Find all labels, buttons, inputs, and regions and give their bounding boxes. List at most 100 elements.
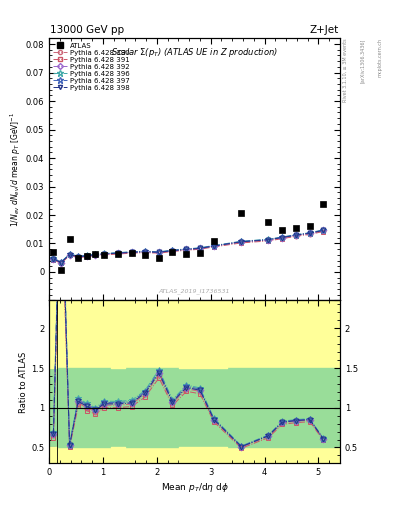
Pythia 6.428 397 bbox=[307, 230, 312, 236]
Pythia 6.428 398 bbox=[129, 249, 134, 255]
Pythia 6.428 392 bbox=[102, 251, 107, 257]
Text: Z+Jet: Z+Jet bbox=[310, 25, 339, 35]
ATLAS bbox=[115, 251, 120, 257]
ATLAS bbox=[198, 249, 202, 255]
ATLAS bbox=[294, 225, 298, 231]
Pythia 6.428 398 bbox=[294, 232, 298, 238]
Pythia 6.428 390 bbox=[170, 248, 175, 254]
Pythia 6.428 390 bbox=[157, 249, 162, 255]
Bar bbox=[49, 368, 340, 447]
X-axis label: Mean $p_T$/d$\eta$ d$\phi$: Mean $p_T$/d$\eta$ d$\phi$ bbox=[161, 481, 228, 495]
Pythia 6.428 398 bbox=[84, 253, 89, 259]
Pythia 6.428 396 bbox=[321, 227, 326, 233]
Pythia 6.428 392 bbox=[76, 253, 81, 260]
Pythia 6.428 391 bbox=[307, 231, 312, 238]
Pythia 6.428 397 bbox=[51, 255, 56, 262]
Pythia 6.428 390 bbox=[307, 230, 312, 237]
Pythia 6.428 398 bbox=[239, 239, 244, 245]
Pythia 6.428 396 bbox=[93, 251, 98, 257]
ATLAS bbox=[67, 236, 72, 242]
Pythia 6.428 397 bbox=[157, 249, 162, 255]
Pythia 6.428 392 bbox=[170, 247, 175, 253]
Pythia 6.428 396 bbox=[211, 242, 216, 248]
Pythia 6.428 391 bbox=[198, 246, 202, 252]
Pythia 6.428 390 bbox=[51, 256, 56, 262]
Pythia 6.428 397 bbox=[59, 259, 63, 265]
Pythia 6.428 397 bbox=[198, 245, 202, 251]
Pythia 6.428 390 bbox=[59, 260, 63, 266]
Pythia 6.428 390 bbox=[143, 249, 147, 255]
Pythia 6.428 390 bbox=[211, 243, 216, 249]
Pythia 6.428 391 bbox=[51, 257, 56, 263]
ATLAS bbox=[157, 255, 162, 261]
Pythia 6.428 396 bbox=[266, 236, 271, 242]
Pythia 6.428 391 bbox=[157, 250, 162, 256]
Pythia 6.428 397 bbox=[170, 247, 175, 253]
Pythia 6.428 391 bbox=[115, 251, 120, 257]
Pythia 6.428 397 bbox=[84, 252, 89, 259]
Text: [arXiv:1306.3436]: [arXiv:1306.3436] bbox=[360, 38, 365, 83]
Pythia 6.428 391 bbox=[239, 240, 244, 246]
Pythia 6.428 396 bbox=[170, 247, 175, 253]
Pythia 6.428 390 bbox=[67, 252, 72, 258]
Pythia 6.428 392 bbox=[51, 256, 56, 262]
Pythia 6.428 392 bbox=[266, 237, 271, 243]
Pythia 6.428 391 bbox=[266, 238, 271, 244]
Pythia 6.428 396 bbox=[59, 259, 63, 265]
Pythia 6.428 398 bbox=[184, 246, 189, 252]
Pythia 6.428 397 bbox=[129, 249, 134, 255]
ATLAS bbox=[211, 239, 216, 245]
Pythia 6.428 397 bbox=[266, 237, 271, 243]
Text: 13000 GeV pp: 13000 GeV pp bbox=[50, 25, 124, 35]
Pythia 6.428 398 bbox=[157, 249, 162, 255]
ATLAS bbox=[239, 209, 244, 216]
Pythia 6.428 398 bbox=[170, 247, 175, 253]
Pythia 6.428 398 bbox=[59, 260, 63, 266]
Pythia 6.428 397 bbox=[102, 251, 107, 257]
Pythia 6.428 390 bbox=[129, 249, 134, 255]
Pythia 6.428 392 bbox=[198, 245, 202, 251]
Pythia 6.428 396 bbox=[67, 251, 72, 257]
Pythia 6.428 396 bbox=[239, 238, 244, 244]
Pythia 6.428 398 bbox=[211, 243, 216, 249]
Pythia 6.428 390 bbox=[184, 247, 189, 253]
Pythia 6.428 392 bbox=[294, 232, 298, 238]
Pythia 6.428 396 bbox=[307, 229, 312, 236]
Pythia 6.428 396 bbox=[280, 234, 285, 240]
ATLAS bbox=[280, 227, 285, 233]
Pythia 6.428 396 bbox=[84, 252, 89, 259]
Pythia 6.428 398 bbox=[280, 234, 285, 241]
Pythia 6.428 392 bbox=[211, 243, 216, 249]
Text: ATLAS_2019_I1736531: ATLAS_2019_I1736531 bbox=[159, 288, 230, 294]
Pythia 6.428 397 bbox=[294, 232, 298, 238]
Pythia 6.428 396 bbox=[102, 250, 107, 257]
Pythia 6.428 397 bbox=[280, 234, 285, 240]
Pythia 6.428 398 bbox=[115, 250, 120, 256]
Pythia 6.428 398 bbox=[321, 227, 326, 233]
Pythia 6.428 391 bbox=[184, 247, 189, 253]
Pythia 6.428 390 bbox=[294, 232, 298, 239]
Pythia 6.428 391 bbox=[59, 261, 63, 267]
Pythia 6.428 397 bbox=[67, 251, 72, 258]
Pythia 6.428 391 bbox=[102, 252, 107, 258]
Pythia 6.428 398 bbox=[51, 256, 56, 262]
ATLAS bbox=[184, 251, 189, 257]
Pythia 6.428 390 bbox=[84, 253, 89, 260]
Pythia 6.428 397 bbox=[76, 253, 81, 260]
ATLAS bbox=[59, 267, 63, 273]
ATLAS bbox=[84, 253, 89, 260]
Legend: ATLAS, Pythia 6.428 390, Pythia 6.428 391, Pythia 6.428 392, Pythia 6.428 396, P: ATLAS, Pythia 6.428 390, Pythia 6.428 39… bbox=[51, 40, 132, 93]
Pythia 6.428 396 bbox=[51, 255, 56, 261]
Pythia 6.428 391 bbox=[321, 228, 326, 234]
ATLAS bbox=[76, 254, 81, 261]
ATLAS bbox=[321, 201, 326, 207]
Pythia 6.428 392 bbox=[143, 249, 147, 255]
Pythia 6.428 391 bbox=[67, 252, 72, 259]
ATLAS bbox=[143, 252, 147, 258]
Line: Pythia 6.428 392: Pythia 6.428 392 bbox=[51, 228, 326, 265]
ATLAS bbox=[266, 219, 271, 225]
Pythia 6.428 398 bbox=[266, 237, 271, 243]
Pythia 6.428 397 bbox=[184, 246, 189, 252]
Pythia 6.428 391 bbox=[280, 236, 285, 242]
Pythia 6.428 392 bbox=[157, 249, 162, 255]
